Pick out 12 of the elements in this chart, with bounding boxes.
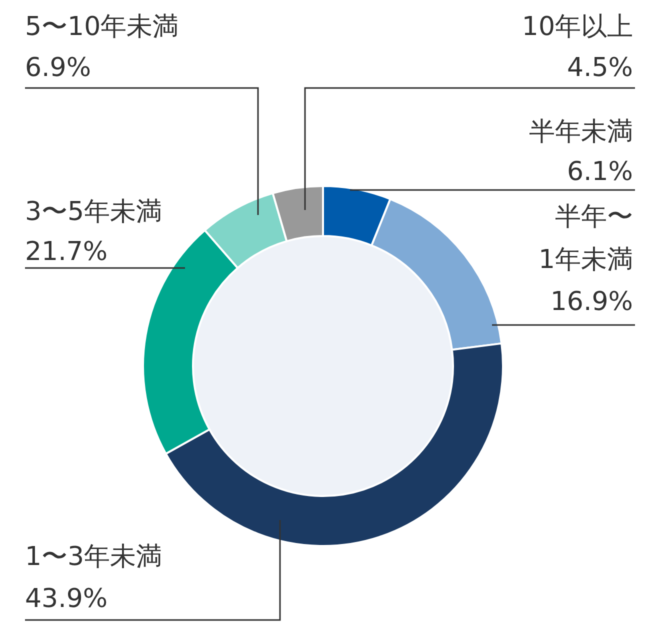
slice-label: 5〜10年未満	[25, 12, 179, 42]
slice-label: 10年以上	[522, 12, 633, 42]
slice-label: 半年〜1年未満	[538, 202, 633, 275]
slice-label: 3〜5年未満	[25, 197, 162, 227]
data-label: 6.1%	[566, 157, 633, 187]
data-label: 4.5%	[566, 53, 633, 83]
slice-label: 半年未満	[529, 117, 633, 147]
slice-label: 1〜3年未満	[25, 542, 162, 572]
data-label: 21.7%	[25, 237, 108, 267]
data-label: 6.9%	[25, 53, 92, 83]
data-label: 16.9%	[550, 287, 633, 317]
data-label: 43.9%	[25, 584, 108, 614]
